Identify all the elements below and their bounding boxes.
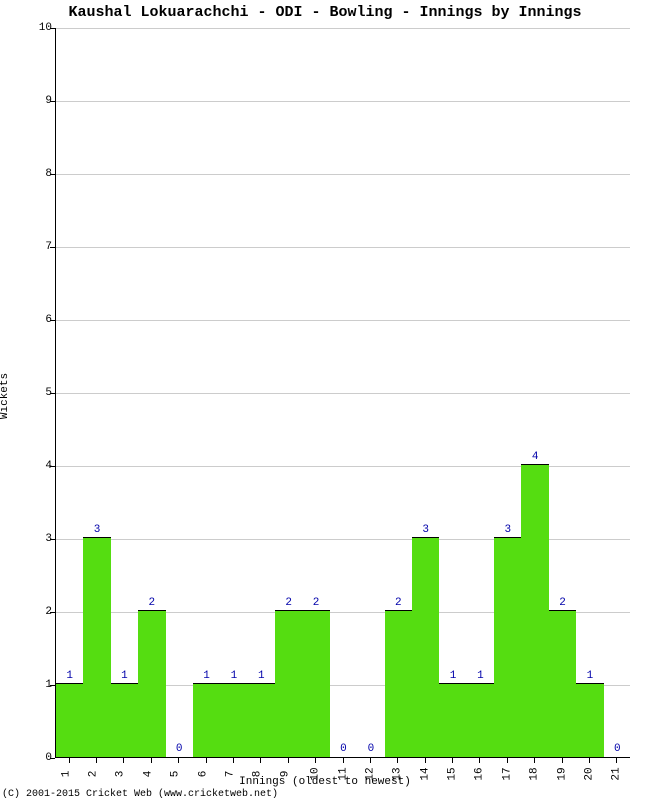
bar: 1 — [111, 683, 138, 757]
x-tick-mark — [479, 758, 480, 763]
x-tick-mark — [397, 758, 398, 763]
bar: 2 — [549, 610, 576, 757]
bar-value-label: 1 — [450, 670, 457, 684]
bar-value-label: 1 — [258, 670, 265, 684]
bar-value-label: 3 — [504, 524, 511, 538]
bar-value-label: 1 — [66, 670, 73, 684]
x-tick-mark — [123, 758, 124, 763]
bar-value-label: 2 — [149, 597, 156, 611]
x-tick-mark — [507, 758, 508, 763]
bar: 1 — [220, 683, 247, 757]
bar: 2 — [275, 610, 302, 757]
bar: 2 — [302, 610, 329, 757]
bar-value-label: 0 — [176, 743, 183, 757]
bar: 1 — [467, 683, 494, 757]
bar: 1 — [248, 683, 275, 757]
bar: 2 — [385, 610, 412, 757]
bar-value-label: 3 — [422, 524, 429, 538]
x-tick-mark — [425, 758, 426, 763]
x-tick-mark — [96, 758, 97, 763]
x-tick-mark — [260, 758, 261, 763]
bar-value-label: 3 — [94, 524, 101, 538]
x-tick-mark — [534, 758, 535, 763]
bar-value-label: 4 — [532, 451, 539, 465]
x-tick-mark — [315, 758, 316, 763]
bars-group: 131201112200231134210 — [56, 28, 630, 757]
bar: 3 — [494, 537, 521, 757]
bar: 3 — [412, 537, 439, 757]
x-tick-mark — [562, 758, 563, 763]
bar: 1 — [56, 683, 83, 757]
x-tick-mark — [151, 758, 152, 763]
x-axis-label: Innings (oldest to newest) — [0, 776, 650, 788]
bar: 1 — [193, 683, 220, 757]
bar-value-label: 2 — [395, 597, 402, 611]
bar: 2 — [138, 610, 165, 757]
y-axis-label: Wickets — [0, 373, 11, 419]
x-tick-mark — [206, 758, 207, 763]
plot-area: 131201112200231134210 — [55, 28, 630, 758]
bar-value-label: 1 — [121, 670, 128, 684]
x-tick-mark — [616, 758, 617, 763]
x-tick-mark — [69, 758, 70, 763]
x-tick-mark — [233, 758, 234, 763]
x-tick-mark — [589, 758, 590, 763]
y-tick-mark — [50, 758, 55, 759]
bar-value-label: 2 — [559, 597, 566, 611]
bar-value-label: 1 — [477, 670, 484, 684]
x-tick-mark — [370, 758, 371, 763]
bar-value-label: 2 — [285, 597, 292, 611]
x-tick-mark — [343, 758, 344, 763]
bar-value-label: 1 — [587, 670, 594, 684]
bar-value-label: 1 — [203, 670, 210, 684]
footer-text: (C) 2001-2015 Cricket Web (www.cricketwe… — [2, 789, 278, 800]
bar-value-label: 1 — [231, 670, 238, 684]
bar: 3 — [83, 537, 110, 757]
bar-value-label: 0 — [368, 743, 375, 757]
bar-value-label: 0 — [614, 743, 621, 757]
bar-value-label: 2 — [313, 597, 320, 611]
bar-value-label: 0 — [340, 743, 347, 757]
x-tick-mark — [178, 758, 179, 763]
chart-title: Kaushal Lokuarachchi - ODI - Bowling - I… — [0, 4, 650, 21]
bar: 1 — [439, 683, 466, 757]
bar: 4 — [521, 464, 548, 757]
bar: 1 — [576, 683, 603, 757]
chart-container: Kaushal Lokuarachchi - ODI - Bowling - I… — [0, 0, 650, 800]
x-tick-mark — [288, 758, 289, 763]
x-tick-mark — [452, 758, 453, 763]
